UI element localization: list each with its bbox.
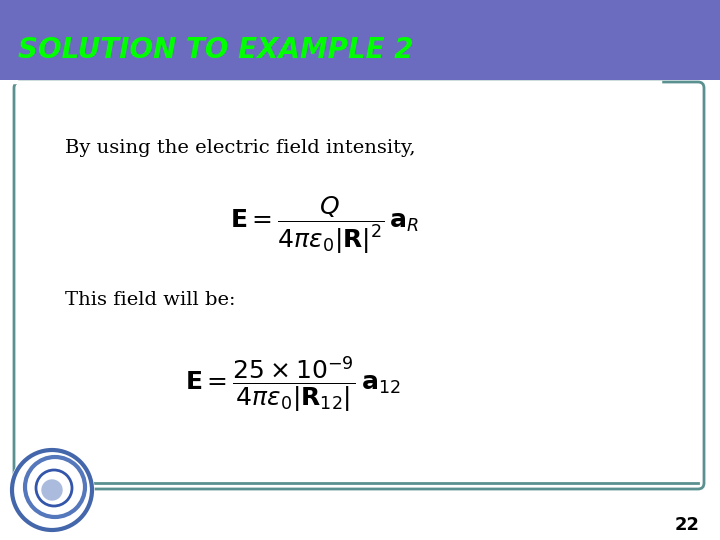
Text: $\mathbf{E} = \dfrac{Q}{4\pi\varepsilon_0|\mathbf{R}|^2}\,\mathbf{a}_R$: $\mathbf{E} = \dfrac{Q}{4\pi\varepsilon_… — [230, 194, 419, 255]
FancyBboxPatch shape — [14, 82, 704, 489]
Circle shape — [42, 480, 62, 500]
Text: By using the electric field intensity,: By using the electric field intensity, — [65, 139, 415, 157]
Bar — [0, 0, 720, 80]
Text: SOLUTION TO EXAMPLE 2: SOLUTION TO EXAMPLE 2 — [18, 36, 413, 64]
Text: This field will be:: This field will be: — [65, 291, 235, 309]
Text: $\mathbf{E} = \dfrac{25\times10^{-9}}{4\pi\varepsilon_0|\mathbf{R}_{12}|}\,\math: $\mathbf{E} = \dfrac{25\times10^{-9}}{4\… — [185, 355, 400, 415]
Circle shape — [10, 448, 94, 532]
Text: 22: 22 — [675, 516, 700, 534]
